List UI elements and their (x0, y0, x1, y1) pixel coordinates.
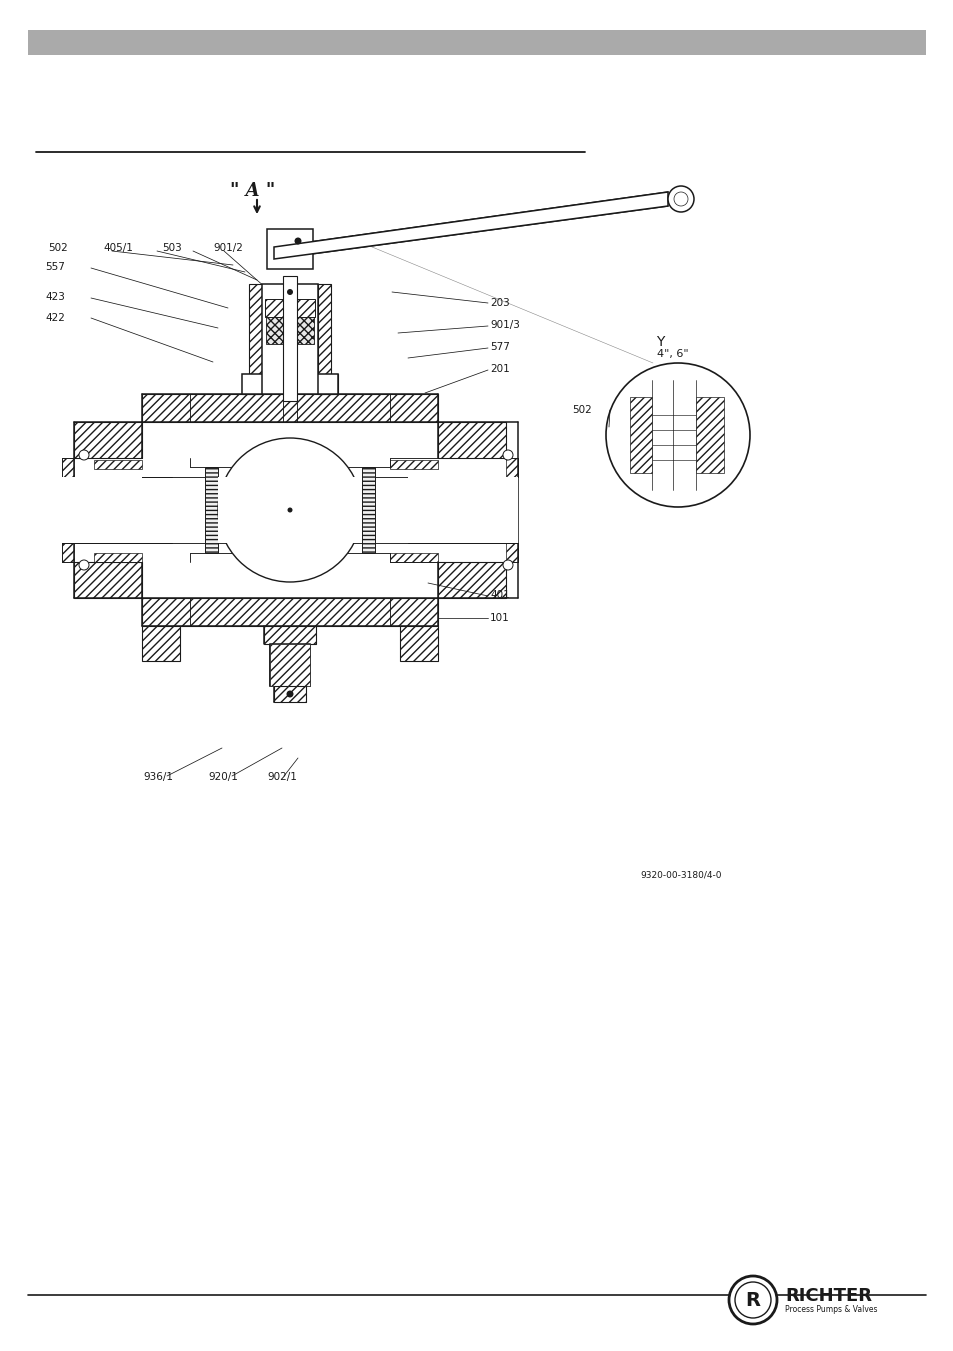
Bar (629, 397, 651, 473)
Text: 4", 6": 4", 6" (657, 349, 688, 359)
Text: 577: 577 (490, 342, 509, 353)
Bar (264, 626, 315, 644)
Text: 101: 101 (490, 613, 509, 623)
Circle shape (667, 186, 693, 212)
Text: Process Pumps & Valves: Process Pumps & Valves (784, 1305, 877, 1315)
Bar (74, 422, 142, 458)
Bar (505, 543, 517, 562)
Bar (696, 397, 723, 473)
Text: " A ": " A " (230, 182, 275, 200)
Bar (94, 553, 142, 562)
Bar (505, 458, 517, 477)
Bar (218, 477, 361, 543)
Bar (267, 230, 313, 269)
Bar (94, 459, 142, 469)
Bar (330, 374, 337, 394)
Text: 9320-00-3180/4-0: 9320-00-3180/4-0 (639, 870, 720, 880)
Text: 423: 423 (45, 292, 65, 303)
Bar (62, 543, 74, 562)
Bar (242, 374, 337, 394)
Bar (262, 284, 317, 394)
Circle shape (287, 289, 293, 295)
Circle shape (734, 1282, 770, 1319)
Text: 201: 201 (490, 363, 509, 374)
Text: 203: 203 (490, 299, 509, 308)
Circle shape (502, 450, 513, 459)
Circle shape (605, 363, 749, 507)
Bar (265, 299, 314, 317)
Bar (242, 374, 250, 394)
Text: 401: 401 (490, 590, 509, 600)
Bar (74, 562, 142, 598)
Bar (390, 553, 437, 562)
Text: R: R (744, 1290, 760, 1309)
Bar (437, 562, 505, 598)
Text: 901/3: 901/3 (490, 320, 519, 330)
Text: 920/1: 920/1 (208, 771, 237, 782)
Bar (62, 458, 74, 477)
Text: 901/2: 901/2 (213, 243, 243, 253)
Bar (62, 477, 142, 543)
Bar (399, 626, 437, 661)
Bar (283, 276, 296, 401)
Text: 902/1: 902/1 (267, 771, 296, 782)
Bar (317, 284, 331, 394)
Circle shape (218, 438, 361, 582)
Text: 502: 502 (572, 405, 591, 415)
Circle shape (286, 690, 294, 697)
Polygon shape (274, 192, 667, 259)
Bar (270, 644, 310, 686)
Bar (270, 644, 310, 686)
Bar (390, 459, 437, 469)
Circle shape (728, 1275, 776, 1324)
Circle shape (502, 561, 513, 570)
Text: 503: 503 (162, 243, 182, 253)
Bar (142, 394, 437, 422)
Bar (205, 467, 218, 553)
Bar (142, 626, 180, 661)
Text: Y: Y (655, 335, 663, 349)
Bar (274, 686, 306, 703)
Text: 936/1: 936/1 (143, 771, 172, 782)
Bar (361, 467, 375, 553)
Bar (142, 598, 437, 626)
Circle shape (79, 450, 89, 459)
Circle shape (673, 192, 687, 205)
Text: 422: 422 (45, 313, 65, 323)
Text: Y: Y (351, 234, 359, 249)
Text: 502: 502 (48, 243, 68, 253)
Bar (408, 477, 517, 543)
Text: 405/1: 405/1 (103, 243, 132, 253)
Circle shape (294, 238, 301, 245)
Text: RICHTER: RICHTER (784, 1288, 871, 1305)
Text: 557: 557 (45, 262, 65, 272)
Bar (249, 284, 262, 394)
Bar (28, 30, 925, 55)
Circle shape (79, 561, 89, 570)
Bar (437, 422, 505, 458)
Circle shape (287, 508, 293, 512)
Bar (266, 316, 314, 345)
